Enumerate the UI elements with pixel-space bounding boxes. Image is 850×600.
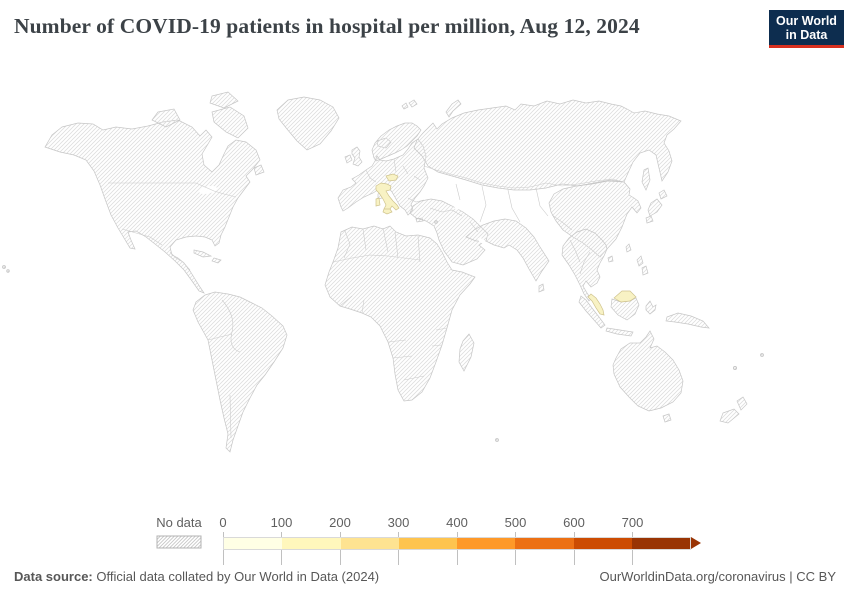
island-kerguelen: [495, 438, 499, 442]
region-new-guinea[interactable]: [665, 312, 710, 329]
legend-bin-400-500[interactable]: [457, 538, 516, 549]
region-cuba[interactable]: [193, 249, 213, 258]
region-tasmania[interactable]: [662, 413, 672, 423]
legend-tick-label-100: 100: [270, 515, 293, 530]
highlighted-countries[interactable]: [375, 173, 637, 316]
region-south-asia[interactable]: [465, 218, 550, 282]
island-hawaii: [2, 265, 6, 269]
region-north-america[interactable]: [44, 119, 261, 294]
legend-bin-700+[interactable]: [631, 538, 690, 549]
region-japan[interactable]: [645, 189, 668, 224]
region-new-zealand[interactable]: [719, 396, 748, 424]
caspian-sea: [454, 190, 464, 210]
footer-source-text: Official data collated by Our World in D…: [92, 569, 380, 584]
footer-source-label: Data source:: [14, 569, 93, 584]
legend-bin-600-700[interactable]: [573, 538, 632, 549]
region-taiwan[interactable]: [625, 243, 632, 253]
region-sulawesi[interactable]: [645, 300, 657, 315]
country-borders: [108, 158, 625, 439]
region-ellesmere-island[interactable]: [209, 91, 239, 109]
owid-logo[interactable]: Our World in Data: [769, 10, 844, 48]
region-java[interactable]: [605, 327, 634, 337]
legend-tick-label-200: 200: [329, 515, 351, 530]
region-russia[interactable]: [413, 99, 682, 191]
region-madagascar[interactable]: [458, 333, 475, 372]
legend-no-data-swatch[interactable]: [156, 535, 202, 549]
region-hainan[interactable]: [607, 255, 614, 263]
legend-tick-label-400: 400: [446, 515, 468, 530]
legend-tick-label-600: 600: [563, 515, 585, 530]
footer: Data source: Official data collated by O…: [14, 569, 836, 584]
region-victoria-island[interactable]: [151, 108, 181, 128]
black-sea: [432, 188, 450, 198]
country-italy[interactable]: [375, 182, 400, 213]
island-cyprus: [434, 220, 438, 224]
legend-bin-500-600[interactable]: [515, 538, 574, 549]
great-lakes: [199, 186, 217, 194]
region-ireland[interactable]: [344, 154, 353, 164]
legend-bin-300-400[interactable]: [398, 538, 457, 549]
footer-link[interactable]: OurWorldinData.org/coronavirus | CC BY: [599, 569, 836, 584]
legend-tick-label-700: 700: [621, 515, 644, 530]
region-newfoundland[interactable]: [253, 164, 265, 176]
region-hispaniola[interactable]: [211, 257, 222, 264]
island-new-caledonia: [733, 366, 737, 370]
footer-source: Data source: Official data collated by O…: [14, 569, 379, 584]
region-sumatra[interactable]: [578, 295, 606, 329]
legend-no-data-label: No data: [156, 515, 202, 530]
region-united-kingdom[interactable]: [351, 146, 363, 167]
owid-logo-red-bar: [769, 45, 844, 48]
inland-water: [199, 186, 487, 261]
region-sakhalin[interactable]: [641, 167, 651, 191]
legend-color-bar: [223, 537, 691, 550]
country-italy-sicily[interactable]: [382, 208, 393, 215]
legend-tick-label-0: 0: [219, 515, 227, 530]
country-malaysia-borneo[interactable]: [613, 290, 637, 303]
region-novaya-zemlya[interactable]: [445, 99, 462, 118]
legend-arrow: [691, 537, 701, 549]
owid-logo-line2: in Data: [785, 27, 828, 42]
persian-gulf: [477, 237, 487, 245]
no-data-countries[interactable]: [2, 91, 764, 453]
region-baffin-island[interactable]: [211, 106, 249, 139]
region-sri-lanka[interactable]: [538, 283, 545, 293]
legend-tick-label-300: 300: [387, 515, 410, 530]
island-fiji: [760, 353, 764, 357]
region-philippines[interactable]: [636, 255, 649, 276]
region-southeast-asia[interactable]: [561, 228, 608, 302]
legend-bin-200-300[interactable]: [340, 538, 399, 549]
legend-bin-100-200[interactable]: [282, 538, 341, 549]
region-greenland[interactable]: [276, 96, 340, 151]
country-italy-sardinia[interactable]: [375, 197, 381, 207]
country-malaysia-peninsula[interactable]: [587, 293, 605, 316]
legend-bin-0-100[interactable]: [224, 538, 283, 549]
legend-tick-label-500: 500: [504, 515, 527, 530]
region-australia[interactable]: [612, 330, 684, 412]
page-title: Number of COVID-19 patients in hospital …: [14, 14, 640, 38]
island-hawaii-2: [6, 269, 10, 273]
region-scandinavia[interactable]: [371, 122, 422, 162]
region-south-america[interactable]: [192, 291, 288, 453]
region-svalbard[interactable]: [401, 99, 418, 110]
country-czechia[interactable]: [385, 173, 399, 182]
owid-logo-line1: Our World: [776, 13, 837, 28]
